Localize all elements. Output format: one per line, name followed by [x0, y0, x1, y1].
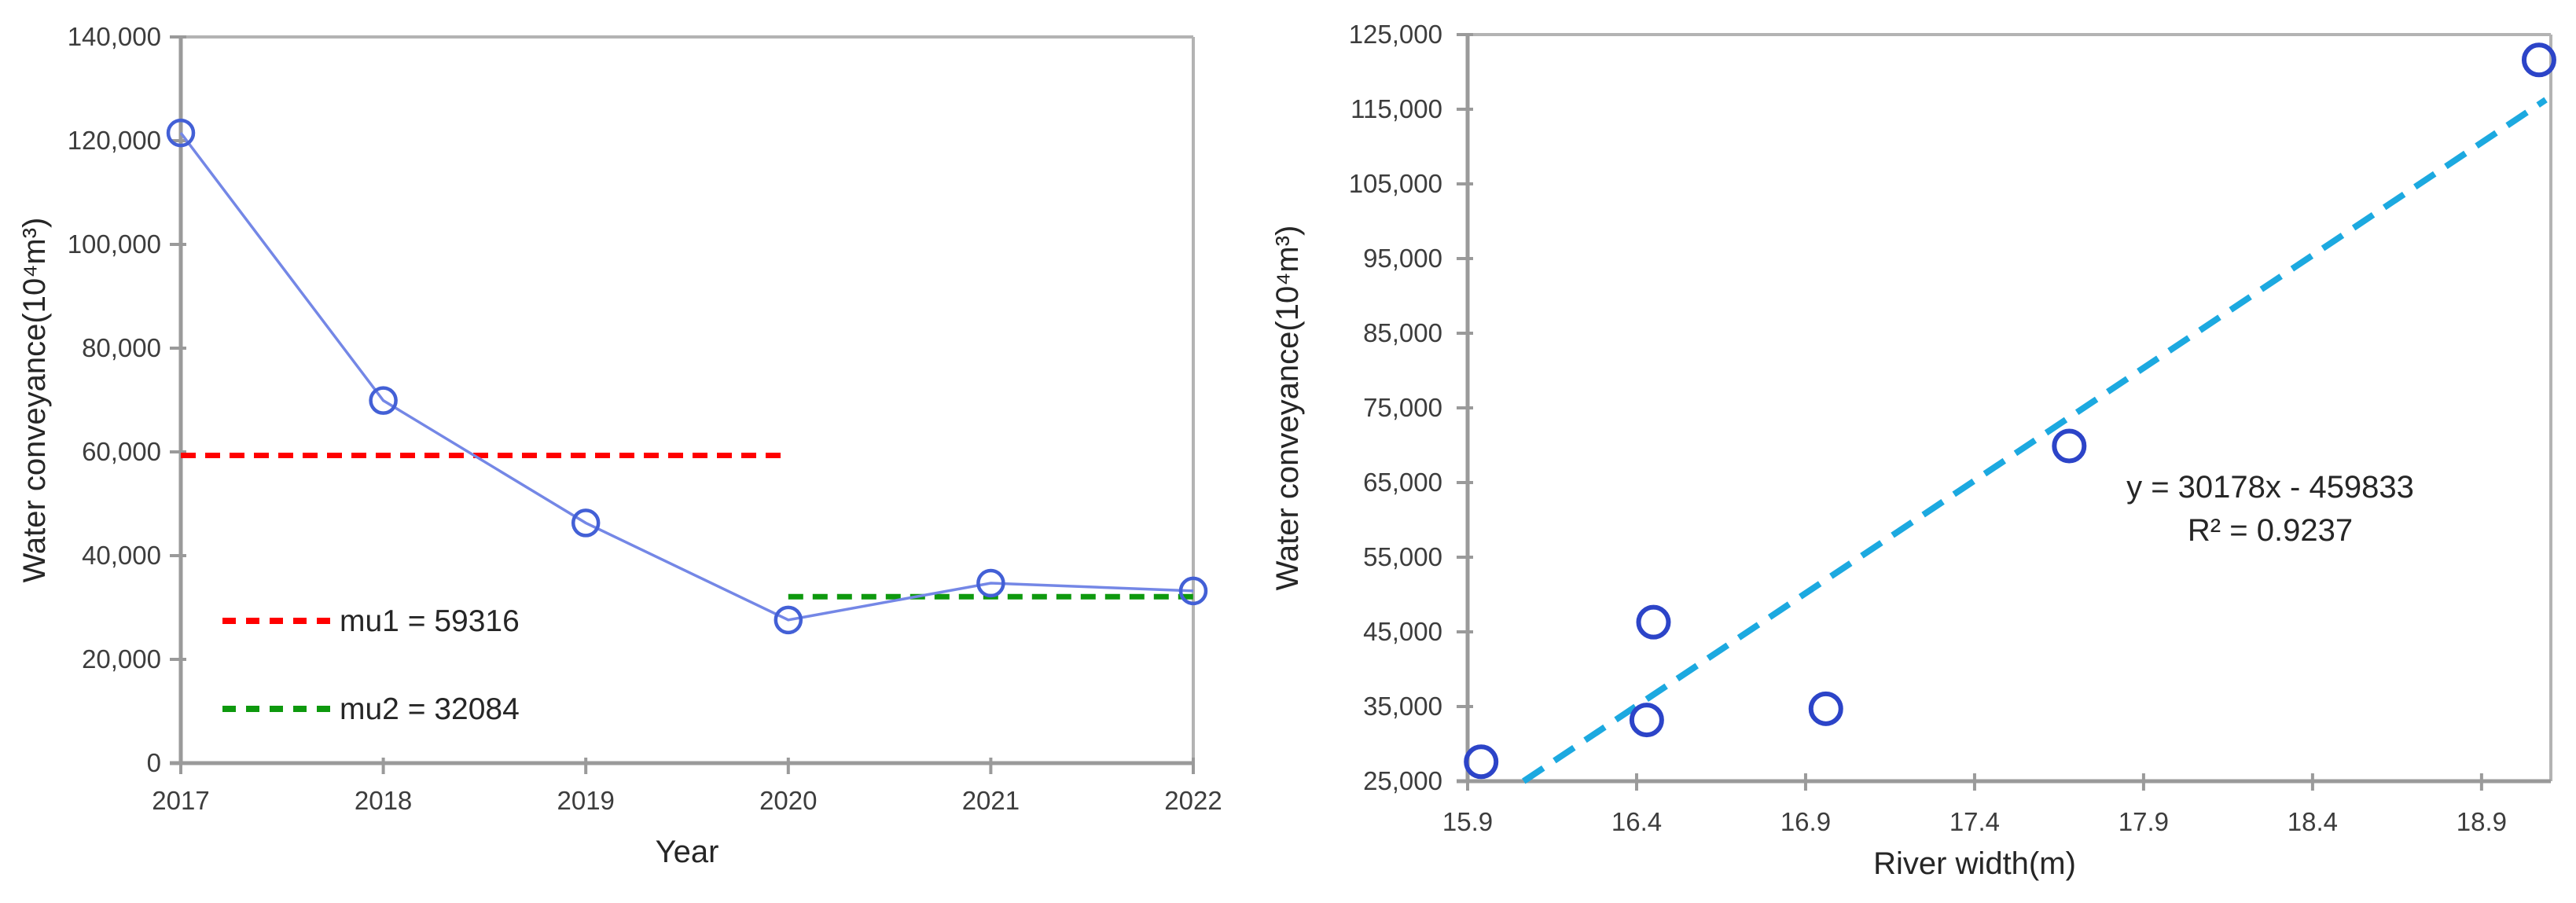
data-line — [179, 132, 1194, 622]
scatter-point-marker — [1464, 744, 1499, 780]
trendline-equation: y = 30178x - 459833 — [2126, 470, 2414, 505]
data-point-marker — [571, 508, 601, 538]
data-point-marker — [976, 568, 1005, 598]
data-point-marker — [166, 118, 196, 148]
y-tick-label: 100,000 — [68, 229, 161, 259]
legend-label-mu1: mu1 = 59316 — [340, 604, 520, 638]
y-tick-label: 20,000 — [82, 644, 161, 674]
y-tick-label: 65,000 — [1363, 468, 1442, 497]
y-axis-title: Water conveyance(10⁴m³) — [17, 218, 52, 583]
y-tick-label: 25,000 — [1363, 766, 1442, 795]
scatter-chart-conveyance-vs-river-width: 25,000 35,000 45,000 55,000 65,000 75,000 85,0… — [1270, 20, 2556, 881]
trendline-r-squared: R² = 0.9237 — [2188, 513, 2353, 548]
x-tick-label: 2022 — [1164, 786, 1222, 815]
y-tick-label: 0 — [147, 748, 161, 777]
y-tick-label: 40,000 — [82, 541, 161, 570]
scatter-point-marker — [2052, 428, 2087, 464]
y-tick-label: 120,000 — [68, 126, 161, 155]
scatter-point-marker — [2521, 42, 2556, 78]
data-point-marker — [774, 605, 803, 635]
y-tick-label: 85,000 — [1363, 318, 1442, 347]
x-tick-label: 15.9 — [1442, 807, 1493, 836]
y-tick-label: 45,000 — [1363, 617, 1442, 646]
x-tick-label: 2017 — [152, 786, 209, 815]
y-tick-label: 125,000 — [1349, 20, 1442, 49]
legend-item-mu1: mu1 = 59316 — [222, 604, 520, 638]
y-tick-label: 80,000 — [82, 333, 161, 362]
line-chart-conveyance-by-year: 0 20,000 40,000 60,000 80,000 100,000 120,000 1… — [17, 22, 1222, 869]
y-tick-label: 75,000 — [1363, 393, 1442, 422]
x-tick-label: 2019 — [557, 786, 614, 815]
data-point-marker — [1178, 576, 1208, 606]
legend-label-mu2: mu2 = 32084 — [340, 692, 520, 726]
y-tick-label: 105,000 — [1349, 169, 1442, 198]
x-tick-label: 17.9 — [2118, 807, 2169, 836]
scatter-point-marker — [1808, 691, 1843, 726]
y-tick-label: 95,000 — [1363, 244, 1442, 273]
y-tick-label: 35,000 — [1363, 692, 1442, 721]
x-tick-label: 2021 — [962, 786, 1020, 815]
y-tick-label: 115,000 — [1350, 94, 1442, 123]
y-axis-title: Water conveyance(10⁴m³) — [1270, 226, 1305, 591]
x-tick-label: 18.4 — [2288, 807, 2338, 836]
y-tick-label: 55,000 — [1363, 542, 1442, 571]
x-tick-label: 18.9 — [2457, 807, 2507, 836]
data-point-marker — [369, 386, 398, 415]
legend-item-mu2: mu2 = 32084 — [222, 692, 520, 726]
y-tick-label: 60,000 — [82, 437, 161, 466]
y-tick-label: 140,000 — [68, 22, 161, 51]
x-tick-label: 16.4 — [1611, 807, 1662, 836]
trendline — [1522, 97, 2548, 784]
x-axis-title: Year — [656, 835, 719, 869]
scatter-point-marker — [1636, 604, 1671, 640]
x-tick-label: 2018 — [355, 786, 412, 815]
scatter-point-marker — [1629, 703, 1664, 738]
x-tick-label: 16.9 — [1780, 807, 1831, 836]
x-tick-label: 2020 — [759, 786, 817, 815]
x-tick-label: 17.4 — [1949, 807, 2000, 836]
x-axis-title: River width(m) — [1873, 846, 2076, 881]
